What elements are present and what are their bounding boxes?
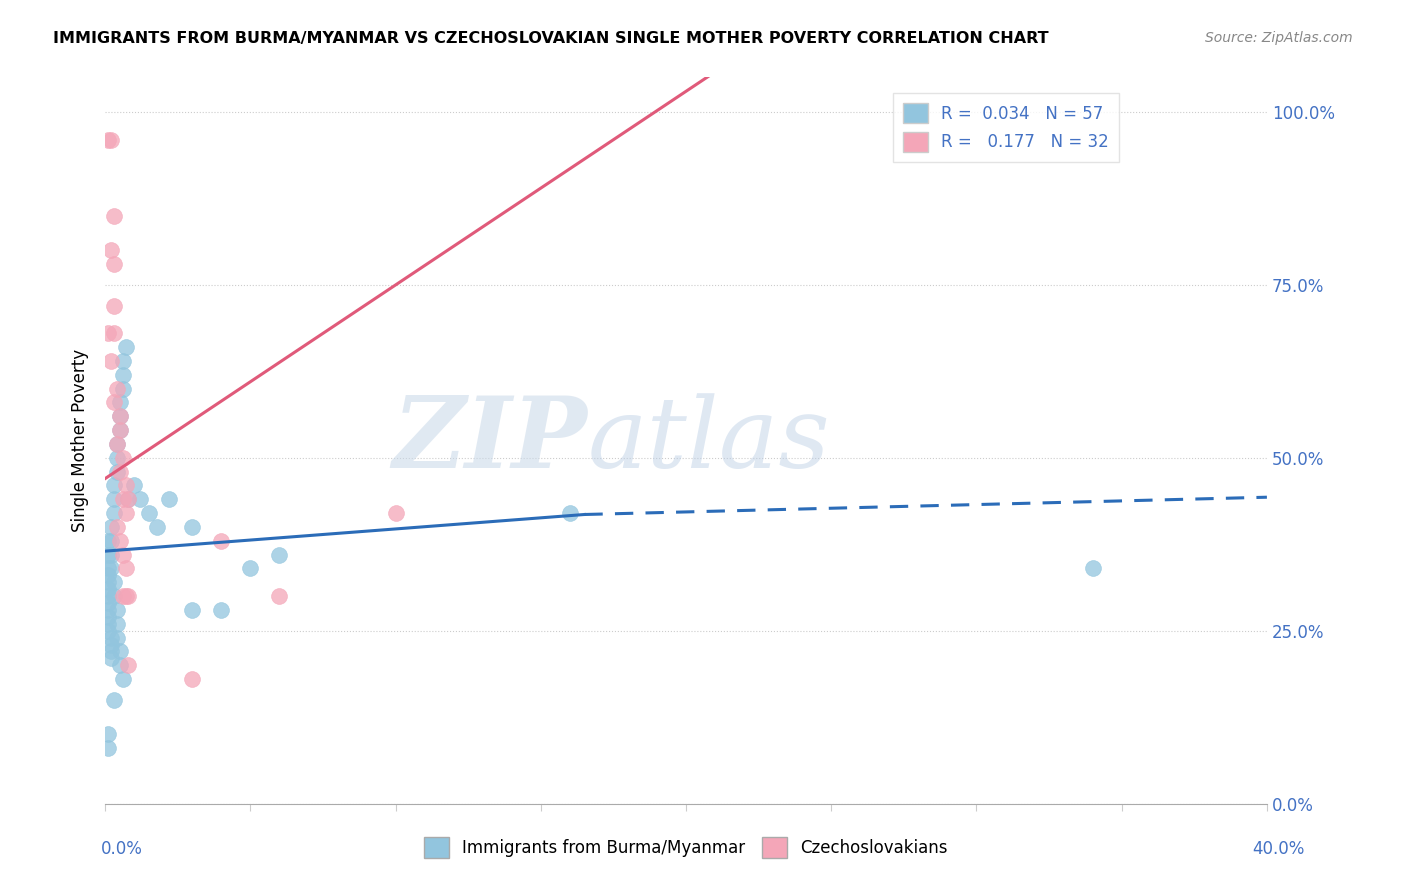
- Point: [97, 561, 120, 575]
- Point: [103, 575, 125, 590]
- Point: [111, 548, 134, 562]
- Point: [239, 561, 262, 575]
- Legend: R =  0.034   N = 57, R =   0.177   N = 32: R = 0.034 N = 57, R = 0.177 N = 32: [893, 93, 1119, 162]
- Point: [114, 340, 136, 354]
- Point: [111, 354, 134, 368]
- Point: [108, 409, 131, 424]
- Point: [97, 603, 120, 617]
- Point: [117, 658, 139, 673]
- Point: [122, 478, 145, 492]
- Point: [100, 244, 122, 258]
- Point: [100, 520, 122, 534]
- Point: [97, 582, 120, 597]
- Point: [105, 437, 128, 451]
- Text: ZIP: ZIP: [392, 392, 588, 489]
- Point: [97, 568, 120, 582]
- Point: [269, 548, 291, 562]
- Point: [108, 533, 131, 548]
- Point: [117, 492, 139, 507]
- Point: [111, 492, 134, 507]
- Text: 0.0%: 0.0%: [101, 840, 143, 858]
- Point: [103, 395, 125, 409]
- Point: [117, 589, 139, 603]
- Point: [103, 506, 125, 520]
- Point: [111, 589, 134, 603]
- Point: [97, 610, 120, 624]
- Point: [114, 589, 136, 603]
- Point: [100, 561, 122, 575]
- Point: [103, 326, 125, 341]
- Point: [111, 450, 134, 465]
- Y-axis label: Single Mother Poverty: Single Mother Poverty: [72, 349, 89, 532]
- Point: [269, 589, 291, 603]
- Point: [105, 450, 128, 465]
- Point: [97, 589, 120, 603]
- Point: [97, 575, 120, 590]
- Point: [100, 631, 122, 645]
- Point: [103, 299, 125, 313]
- Point: [157, 492, 180, 507]
- Point: [111, 368, 134, 382]
- Point: [105, 382, 128, 396]
- Point: [105, 631, 128, 645]
- Point: [97, 596, 120, 610]
- Point: [146, 520, 169, 534]
- Point: [108, 423, 131, 437]
- Point: [209, 533, 232, 548]
- Point: [105, 616, 128, 631]
- Point: [97, 548, 120, 562]
- Point: [111, 382, 134, 396]
- Point: [108, 465, 131, 479]
- Point: [181, 520, 204, 534]
- Point: [181, 603, 204, 617]
- Point: [97, 624, 120, 638]
- Point: [114, 506, 136, 520]
- Point: [100, 638, 122, 652]
- Point: [103, 257, 125, 271]
- Point: [108, 658, 131, 673]
- Point: [111, 672, 134, 686]
- Point: [103, 478, 125, 492]
- Point: [100, 354, 122, 368]
- Point: [97, 133, 120, 147]
- Point: [97, 741, 120, 756]
- Point: [105, 437, 128, 451]
- Point: [138, 506, 160, 520]
- Point: [100, 644, 122, 658]
- Point: [97, 616, 120, 631]
- Point: [103, 209, 125, 223]
- Point: [114, 478, 136, 492]
- Point: [108, 409, 131, 424]
- Point: [100, 533, 122, 548]
- Point: [129, 492, 152, 507]
- Point: [181, 672, 204, 686]
- Point: [114, 561, 136, 575]
- Point: [97, 727, 120, 741]
- Point: [384, 506, 406, 520]
- Point: [105, 520, 128, 534]
- Text: IMMIGRANTS FROM BURMA/MYANMAR VS CZECHOSLOVAKIAN SINGLE MOTHER POVERTY CORRELATI: IMMIGRANTS FROM BURMA/MYANMAR VS CZECHOS…: [53, 31, 1049, 46]
- Point: [97, 533, 120, 548]
- Point: [103, 693, 125, 707]
- Point: [558, 506, 581, 520]
- Point: [108, 395, 131, 409]
- Text: 40.0%: 40.0%: [1253, 840, 1305, 858]
- Point: [100, 133, 122, 147]
- Point: [105, 603, 128, 617]
- Point: [97, 326, 120, 341]
- Point: [108, 644, 131, 658]
- Point: [105, 465, 128, 479]
- Point: [117, 492, 139, 507]
- Point: [108, 423, 131, 437]
- Text: atlas: atlas: [588, 392, 830, 488]
- Point: [103, 589, 125, 603]
- Point: [209, 603, 232, 617]
- Text: Source: ZipAtlas.com: Source: ZipAtlas.com: [1205, 31, 1353, 45]
- Point: [1081, 561, 1104, 575]
- Point: [100, 651, 122, 665]
- Point: [103, 492, 125, 507]
- Point: [100, 548, 122, 562]
